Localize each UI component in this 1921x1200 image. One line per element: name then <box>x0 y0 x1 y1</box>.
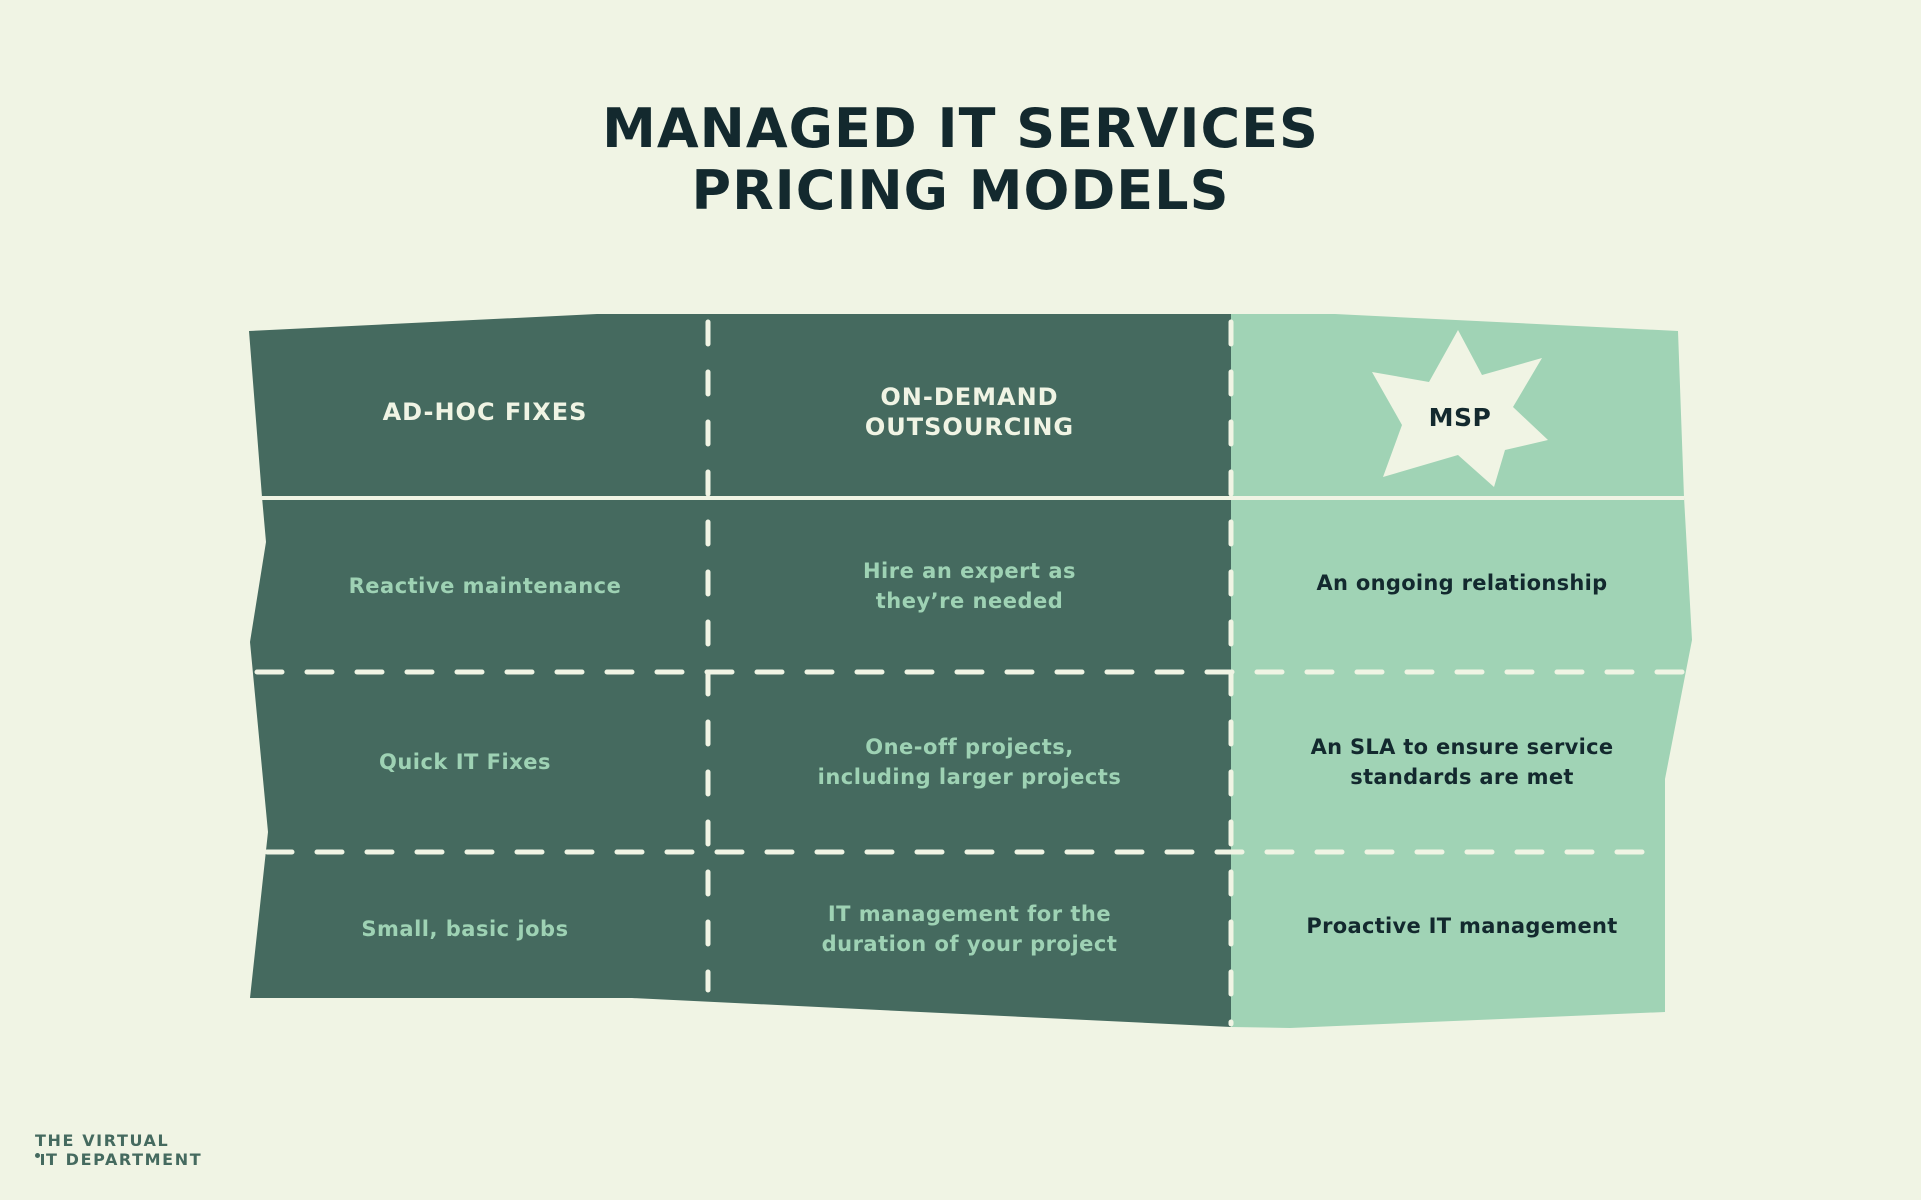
logo-line-2-text: T DEPARTMENT <box>46 1150 203 1169</box>
cell-text: Small, basic jobs <box>361 917 569 941</box>
cell-ondemand-row-3: IT management for the duration of your p… <box>708 854 1231 1004</box>
cell-text: Quick IT Fixes <box>378 750 551 774</box>
dark-panel <box>249 314 1231 1027</box>
column-header-msp: MSP <box>1380 395 1540 439</box>
cell-adhoc-row-3: Small, basic jobs <box>262 854 668 1004</box>
cell-text: Proactive IT management <box>1306 914 1618 938</box>
logo-line-1: THE VIRTUAL <box>35 1131 170 1150</box>
cell-adhoc-row-2: Quick IT Fixes <box>262 674 668 850</box>
title-line-1: MANAGED IT SERVICES <box>602 97 1319 160</box>
cell-text-line1: An SLA to ensure service <box>1310 735 1614 759</box>
page-title: MANAGED IT SERVICES PRICING MODELS <box>0 98 1921 222</box>
cell-text-line2: standards are met <box>1350 765 1574 789</box>
logo-i-stem <box>41 1154 44 1165</box>
cell-text-line2: duration of your project <box>821 932 1118 956</box>
cell-text-line2: they’re needed <box>875 589 1064 613</box>
cell-adhoc-row-1: Reactive maintenance <box>262 500 708 672</box>
cell-text-line1: IT management for the <box>827 902 1112 926</box>
column-header-ondemand-line2: OUTSOURCING <box>864 413 1075 441</box>
column-header-msp-label: MSP <box>1428 402 1492 432</box>
cell-ondemand-row-1: Hire an expert as they’re needed <box>708 500 1231 672</box>
cell-text-line1: One-off projects, <box>865 735 1074 759</box>
brand-logo: THE VIRTUAL T DEPARTMENT <box>35 1131 202 1169</box>
logo-dot-icon <box>35 1153 40 1158</box>
cell-text-line2: including larger projects <box>817 765 1122 789</box>
cell-msp-row-1: An ongoing relationship <box>1231 500 1693 666</box>
cell-ondemand-row-2: One-off projects, including larger proje… <box>708 674 1231 850</box>
cell-msp-row-3: Proactive IT management <box>1231 854 1693 998</box>
column-header-ondemand-line1: ON-DEMAND <box>880 383 1059 411</box>
cell-text: An ongoing relationship <box>1316 571 1608 595</box>
logo-line-2: T DEPARTMENT <box>35 1150 202 1169</box>
column-header-ondemand: ON-DEMAND OUTSOURCING <box>708 322 1231 502</box>
column-header-adhoc: AD-HOC FIXES <box>262 332 708 492</box>
cell-text: Reactive maintenance <box>348 574 622 598</box>
title-line-2: PRICING MODELS <box>691 159 1230 222</box>
column-header-adhoc-label: AD-HOC FIXES <box>382 398 588 426</box>
star-burst-icon <box>1372 330 1548 487</box>
cell-text-line1: Hire an expert as <box>862 559 1077 583</box>
cell-msp-row-2: An SLA to ensure service standards are m… <box>1231 674 1693 850</box>
